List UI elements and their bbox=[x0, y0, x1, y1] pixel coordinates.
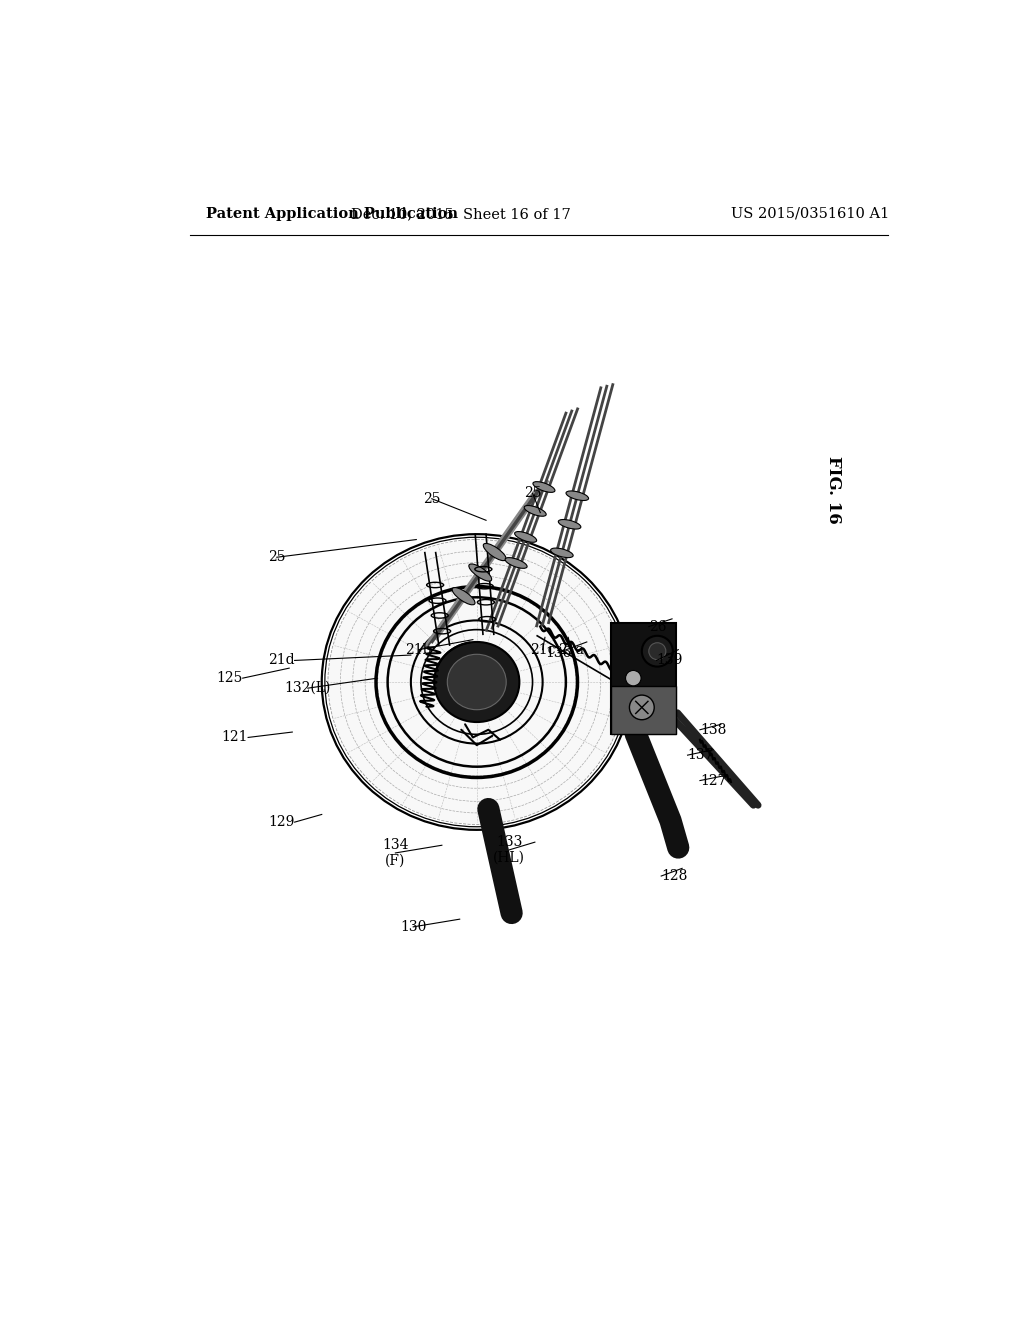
Ellipse shape bbox=[483, 544, 506, 561]
Text: 132(L): 132(L) bbox=[285, 681, 331, 696]
Text: 138: 138 bbox=[700, 723, 726, 737]
Text: 25: 25 bbox=[423, 492, 440, 506]
Text: 25: 25 bbox=[268, 550, 286, 564]
Text: 26: 26 bbox=[649, 619, 667, 634]
Text: 130: 130 bbox=[400, 920, 426, 933]
Ellipse shape bbox=[469, 564, 492, 581]
Text: 137: 137 bbox=[687, 748, 714, 762]
Text: 21a: 21a bbox=[558, 643, 585, 656]
Ellipse shape bbox=[447, 655, 506, 710]
Text: 21b: 21b bbox=[406, 643, 432, 656]
Ellipse shape bbox=[532, 482, 555, 492]
Circle shape bbox=[626, 671, 641, 686]
Text: Dec. 10, 2015  Sheet 16 of 17: Dec. 10, 2015 Sheet 16 of 17 bbox=[351, 207, 571, 220]
Text: 139: 139 bbox=[656, 653, 683, 668]
Text: Patent Application Publication: Patent Application Publication bbox=[206, 207, 458, 220]
Ellipse shape bbox=[551, 548, 573, 557]
Text: 136: 136 bbox=[545, 645, 571, 660]
Text: 127: 127 bbox=[700, 774, 726, 788]
Ellipse shape bbox=[505, 557, 527, 569]
Text: US 2015/0351610 A1: US 2015/0351610 A1 bbox=[731, 207, 889, 220]
Text: 121: 121 bbox=[221, 730, 248, 744]
Text: 133
(HL): 133 (HL) bbox=[494, 834, 525, 865]
Text: FIG. 16: FIG. 16 bbox=[824, 455, 842, 523]
Circle shape bbox=[649, 643, 666, 660]
Text: 134
(F): 134 (F) bbox=[382, 838, 409, 869]
Text: 21d: 21d bbox=[268, 653, 295, 668]
Circle shape bbox=[642, 636, 673, 667]
Ellipse shape bbox=[453, 587, 475, 605]
Ellipse shape bbox=[434, 642, 519, 722]
Ellipse shape bbox=[328, 540, 626, 824]
Ellipse shape bbox=[524, 506, 546, 516]
Text: 25: 25 bbox=[524, 486, 542, 500]
Text: 128: 128 bbox=[662, 869, 687, 883]
Ellipse shape bbox=[558, 520, 581, 529]
Text: 129: 129 bbox=[268, 816, 295, 829]
Text: 21c: 21c bbox=[529, 643, 555, 656]
FancyBboxPatch shape bbox=[611, 686, 676, 734]
FancyBboxPatch shape bbox=[611, 623, 676, 734]
Ellipse shape bbox=[515, 532, 537, 543]
Ellipse shape bbox=[566, 491, 589, 500]
Text: 125: 125 bbox=[216, 671, 243, 685]
Circle shape bbox=[630, 696, 654, 719]
